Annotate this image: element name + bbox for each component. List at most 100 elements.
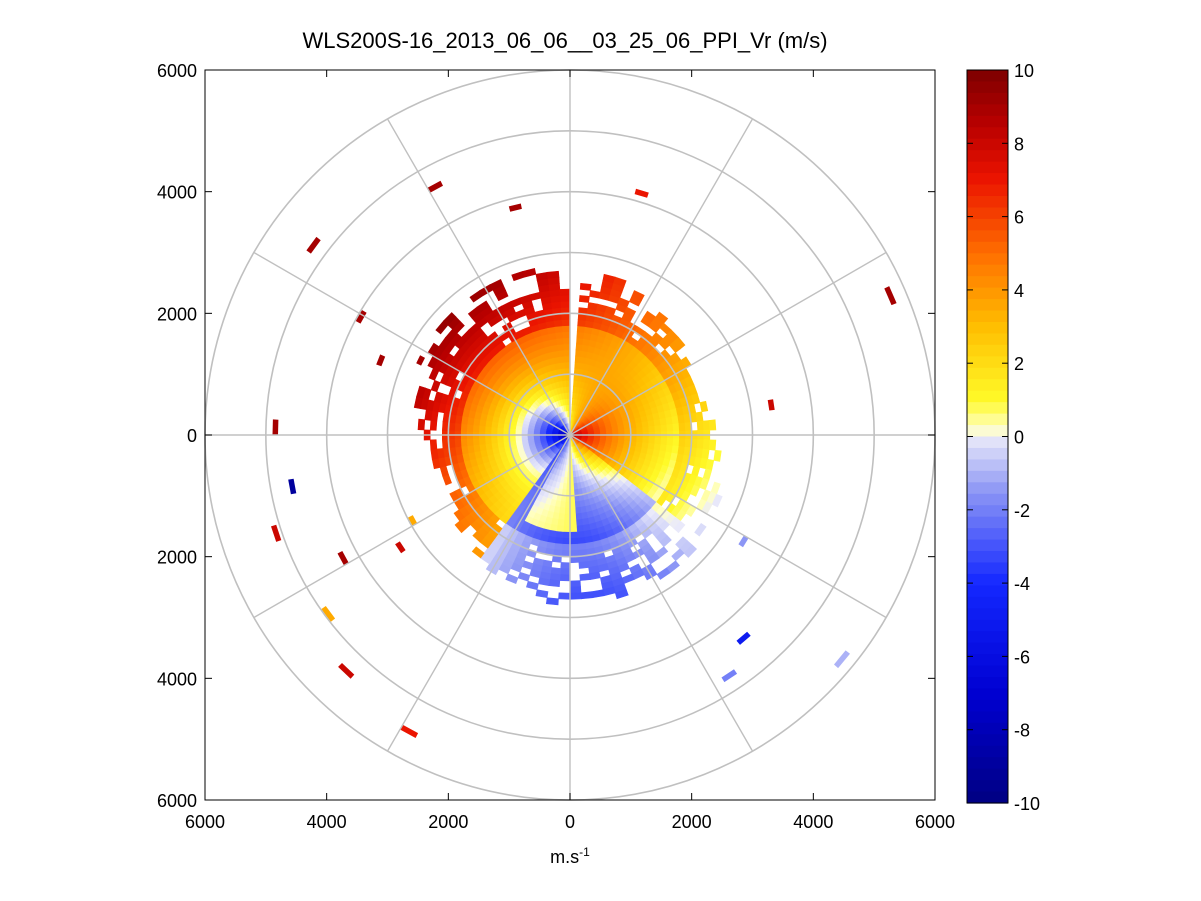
colorbar-segment	[967, 310, 1008, 323]
velocity-cell	[558, 592, 571, 600]
velocity-cell	[505, 573, 519, 584]
velocity-cell	[490, 437, 498, 444]
velocity-cell	[271, 524, 282, 542]
azimuth-spoke	[569, 251, 887, 436]
velocity-cell	[647, 419, 656, 428]
colorbar-tick-label: 10	[1014, 61, 1034, 81]
azimuth-spoke	[569, 434, 754, 752]
velocity-cell	[554, 537, 564, 545]
velocity-cell	[579, 573, 591, 581]
velocity-cell	[612, 429, 619, 434]
velocity-cell	[453, 509, 465, 522]
colorbar-segment	[967, 562, 1008, 575]
colorbar-segment	[967, 161, 1008, 174]
y-tick-label: 4000	[157, 669, 197, 689]
velocity-cell	[564, 501, 571, 509]
velocity-cell	[576, 325, 586, 333]
velocity-cell	[557, 349, 565, 358]
colorbar-tick-label: -6	[1014, 647, 1030, 667]
chart-title: WLS200S-16_2013_06_06__03_25_06_PPI_Vr (…	[302, 28, 828, 53]
velocity-cell	[711, 493, 723, 508]
velocity-cell	[569, 537, 578, 545]
velocity-cell	[569, 513, 577, 521]
velocity-cell	[694, 522, 707, 537]
colorbar-segment	[967, 539, 1008, 552]
velocity-cell	[395, 541, 406, 554]
velocity-cell	[559, 288, 571, 296]
velocity-cell	[569, 519, 577, 527]
velocity-cell	[702, 439, 711, 450]
azimuth-spoke	[386, 434, 571, 752]
velocity-cell	[576, 337, 584, 345]
colorbar-segment	[967, 241, 1008, 254]
velocity-cell	[672, 423, 680, 432]
velocity-cell	[713, 449, 722, 462]
velocity-cell	[407, 515, 418, 526]
azimuth-spoke	[569, 118, 754, 436]
velocity-cell	[660, 424, 668, 433]
velocity-cell	[559, 294, 571, 302]
colorbar-segment	[967, 138, 1008, 151]
velocity-cell	[472, 530, 485, 543]
velocity-cell	[535, 589, 549, 599]
velocity-cell	[424, 409, 433, 421]
colorbar-segment	[967, 207, 1008, 220]
velocity-cell	[672, 438, 680, 447]
velocity-cell	[564, 507, 571, 515]
colorbar-tick-label: 0	[1014, 428, 1024, 448]
velocity-cell	[605, 430, 613, 435]
colorbar-segment	[967, 150, 1008, 163]
velocity-cell	[556, 525, 564, 533]
velocity-cell	[666, 423, 674, 432]
velocity-cell	[545, 597, 559, 606]
velocity-cell	[556, 518, 565, 527]
velocity-cell	[484, 442, 493, 451]
colorbar-segment	[967, 344, 1008, 357]
colorbar-segment	[967, 722, 1008, 735]
colorbar-segment	[967, 230, 1008, 243]
x-tick-label: 2000	[428, 812, 468, 832]
velocity-cell	[635, 421, 643, 429]
polar-grid	[204, 69, 936, 801]
colorbar-segment	[967, 585, 1008, 598]
velocity-cell	[560, 300, 571, 308]
colorbar-segment	[967, 264, 1008, 277]
velocity-cell	[666, 438, 674, 447]
velocity-cell	[678, 438, 686, 448]
velocity-cell	[472, 424, 480, 433]
velocity-cell	[471, 546, 485, 559]
velocity-cell	[337, 551, 349, 566]
velocity-cell	[575, 343, 584, 352]
velocity-cell	[613, 276, 627, 287]
velocity-cell	[562, 531, 571, 539]
y-tick-label: 6000	[157, 61, 197, 81]
velocity-cell	[576, 531, 585, 539]
velocity-cell	[338, 663, 355, 679]
colorbar-tick-label: 4	[1014, 281, 1024, 301]
velocity-cell	[563, 343, 571, 351]
velocity-cell	[416, 385, 426, 399]
colorbar-segment	[967, 425, 1008, 438]
colorbar-segment	[967, 780, 1008, 793]
velocity-cell	[511, 270, 526, 282]
colorbar-segment	[967, 596, 1008, 609]
velocity-cell	[564, 367, 571, 375]
velocity-cell	[439, 465, 449, 477]
velocity-cell	[699, 400, 709, 413]
velocity-cell	[527, 435, 535, 440]
velocity-cell	[288, 478, 297, 495]
velocity-field	[271, 180, 897, 738]
velocity-cell	[466, 438, 474, 447]
velocity-cell	[563, 513, 571, 521]
velocity-cell	[472, 437, 480, 446]
x-tick-label: 0	[565, 812, 575, 832]
velocity-cell	[631, 290, 645, 302]
colorbar-segment	[967, 791, 1008, 804]
velocity-cell	[569, 543, 579, 551]
velocity-cell	[521, 436, 528, 441]
colorbar-segment	[967, 173, 1008, 186]
velocity-cell	[569, 531, 578, 539]
velocity-cell	[400, 724, 419, 738]
y-tick-label: 2000	[157, 548, 197, 568]
velocity-cell	[529, 291, 542, 301]
